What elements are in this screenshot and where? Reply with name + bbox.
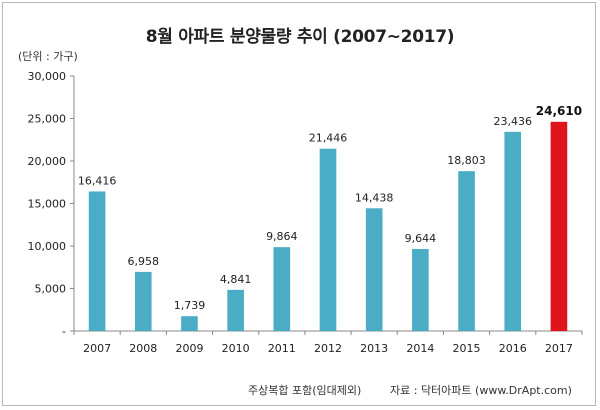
data-label-2007: 16,416	[78, 174, 117, 187]
bar-2009	[181, 316, 198, 331]
bar-2014	[412, 249, 429, 331]
data-label-2013: 14,438	[355, 191, 394, 204]
footer-source: 자료 : 닥터아파트 (www.DrApt.com)	[390, 384, 572, 397]
data-label-2016: 23,436	[493, 115, 532, 128]
chart-title: 8월 아파트 분양물량 추이 (2007~2017)	[145, 27, 455, 47]
y-tick-label: 10,000	[28, 240, 67, 253]
bar-2015	[458, 171, 475, 331]
unit-label: (단위 : 가구)	[18, 50, 78, 63]
bar-2008	[134, 271, 152, 331]
y-tick-label: 30,000	[28, 70, 67, 83]
bar-2007	[88, 191, 106, 331]
footer-note: 주상복합 포함(임대제외)	[248, 384, 362, 397]
x-tick-label-2012: 2012	[314, 342, 342, 355]
data-label-2015: 18,803	[447, 154, 486, 167]
bar-2011	[273, 247, 291, 331]
y-tick-label: -	[62, 325, 66, 338]
bar-2013	[365, 208, 383, 331]
x-tick-label-2015: 2015	[453, 342, 481, 355]
bar-2010	[227, 289, 244, 331]
x-tick-label-2011: 2011	[268, 342, 296, 355]
x-tick-label-2009: 2009	[175, 342, 203, 355]
data-label-2010: 4,841	[220, 273, 252, 286]
x-tick-label-2016: 2016	[499, 342, 527, 355]
x-tick-label-2017: 2017	[545, 342, 573, 355]
x-tick-label-2008: 2008	[129, 342, 157, 355]
data-label-2011: 9,864	[266, 230, 298, 243]
x-tick-label-2007: 2007	[83, 342, 111, 355]
data-label-2017: 24,610	[536, 104, 582, 118]
bar-2017	[550, 121, 568, 331]
bar-2012	[319, 148, 337, 331]
y-tick-label: 20,000	[28, 155, 67, 168]
x-tick-label-2014: 2014	[406, 342, 434, 355]
data-label-2012: 21,446	[309, 132, 348, 145]
bar-2016	[504, 131, 522, 331]
data-label-2009: 1,739	[174, 299, 206, 312]
y-tick-label: 15,000	[28, 198, 67, 211]
data-label-2014: 9,644	[405, 232, 437, 245]
y-tick-label: 5,000	[35, 283, 67, 296]
data-label-2008: 6,958	[128, 255, 160, 268]
x-tick-label-2013: 2013	[360, 342, 388, 355]
x-tick-label-2010: 2010	[222, 342, 250, 355]
y-tick-label: 25,000	[28, 113, 67, 126]
